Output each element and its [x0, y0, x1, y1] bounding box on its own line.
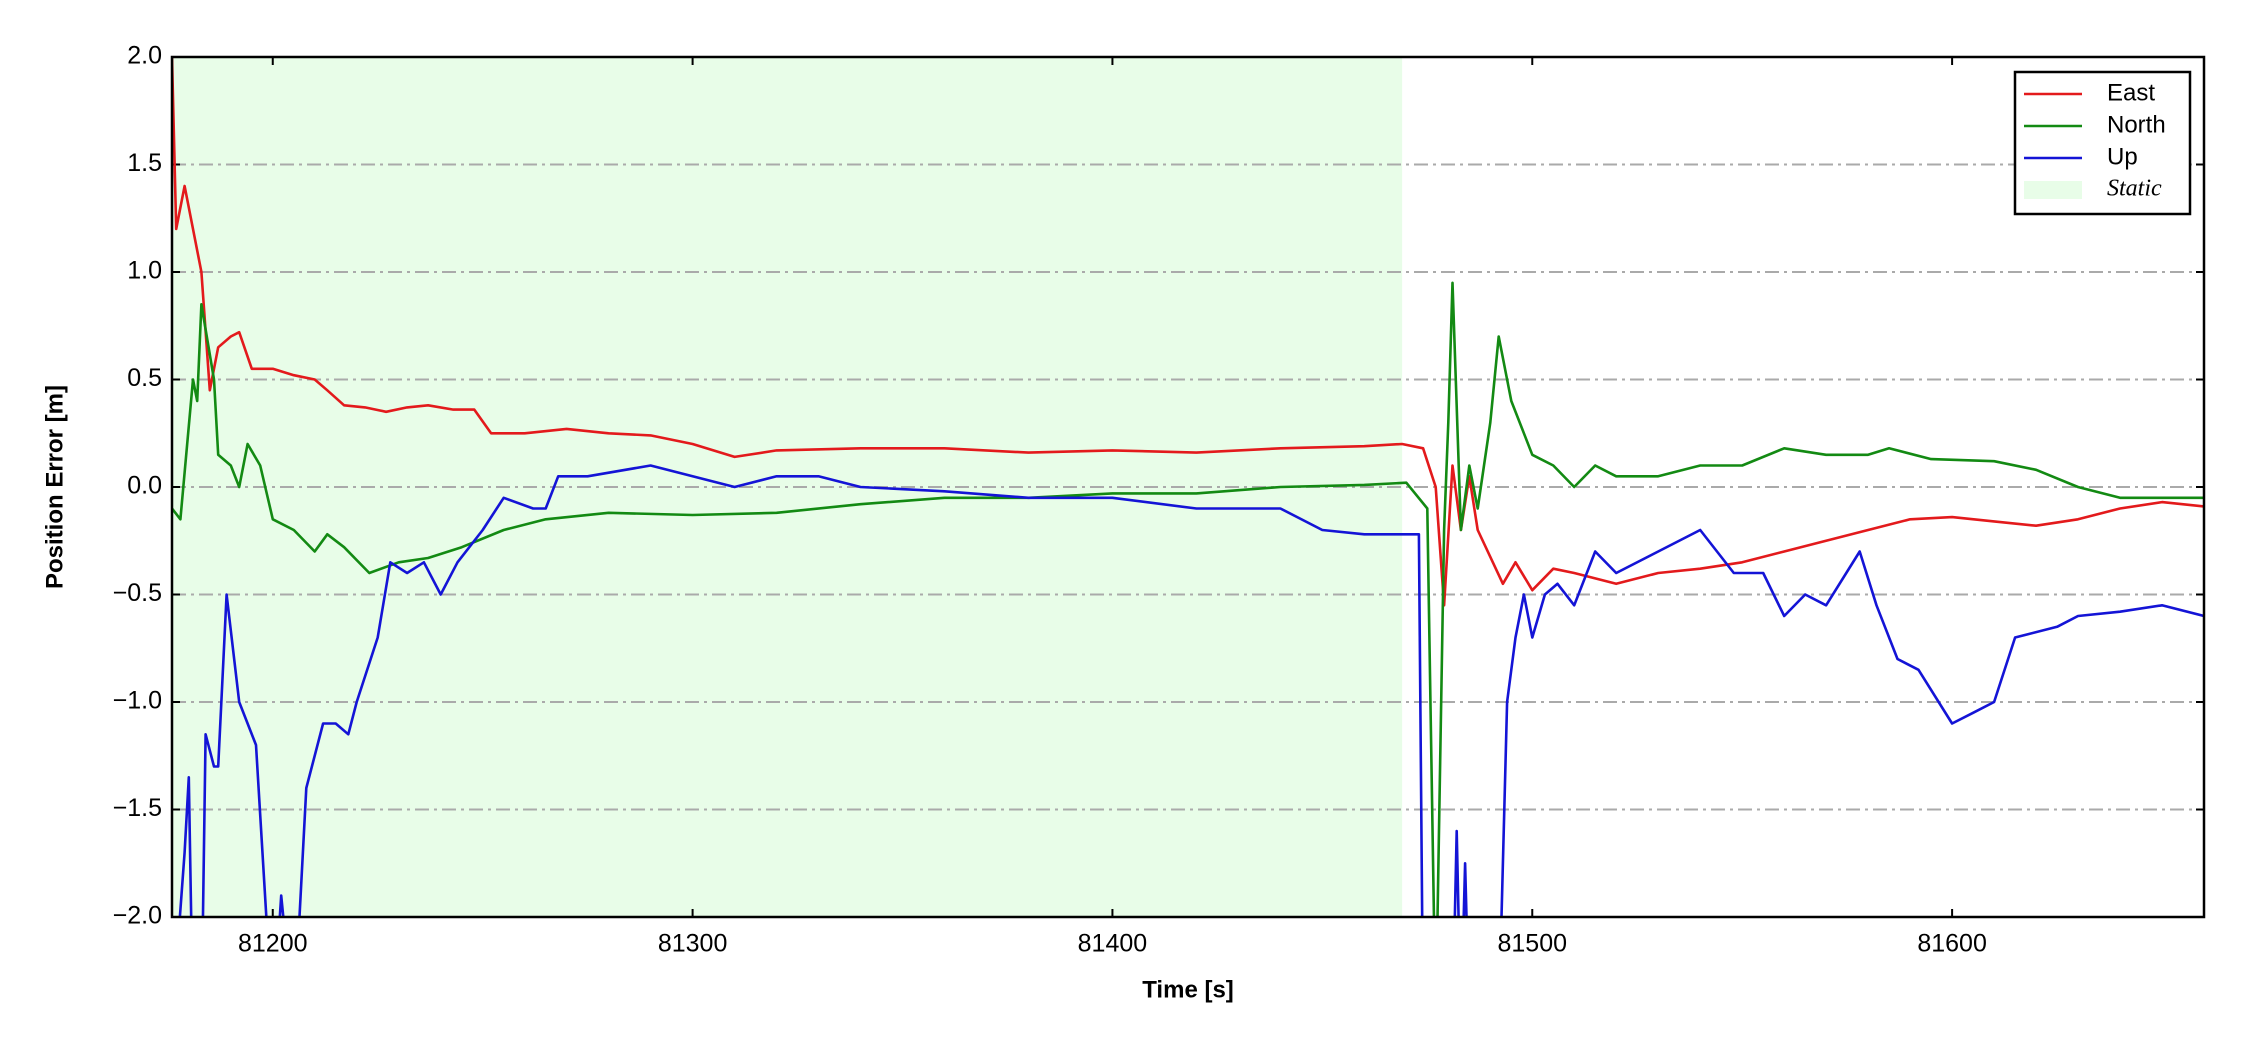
- y-tick-label: 2.0: [127, 42, 162, 70]
- y-tick-label: 1.0: [127, 257, 162, 285]
- x-tick-label: 81400: [1078, 930, 1148, 958]
- series-line: [178, 464, 2204, 917]
- plot-lines: [172, 57, 2204, 917]
- y-tick-label: −0.5: [113, 579, 162, 607]
- x-axis-label: Time [s]: [1142, 976, 1234, 1003]
- x-tick-label: 81200: [238, 930, 308, 958]
- x-tick-label: 81600: [1917, 930, 1987, 958]
- y-axis-label: Position Error [m]: [41, 385, 68, 589]
- x-tick-label: 81500: [1497, 930, 1567, 958]
- y-tick-label: 0.0: [127, 472, 162, 500]
- y-tick-label: 1.5: [127, 149, 162, 177]
- legend-label: East: [2107, 79, 2155, 106]
- legend-label: Up: [2107, 143, 2138, 170]
- y-tick-label: −2.0: [113, 902, 162, 930]
- x-tick-label: 81300: [658, 930, 728, 958]
- y-tick-label: −1.5: [113, 794, 162, 822]
- legend-label: North: [2107, 111, 2166, 138]
- series-line: [172, 57, 2204, 607]
- legend-label: Static: [2107, 176, 2162, 202]
- y-tick-label: 0.5: [127, 364, 162, 392]
- plot-frame: [170, 55, 2206, 919]
- series-line: [172, 281, 2204, 917]
- legend-swatch: [2024, 181, 2082, 199]
- y-tick-label: −1.0: [113, 687, 162, 715]
